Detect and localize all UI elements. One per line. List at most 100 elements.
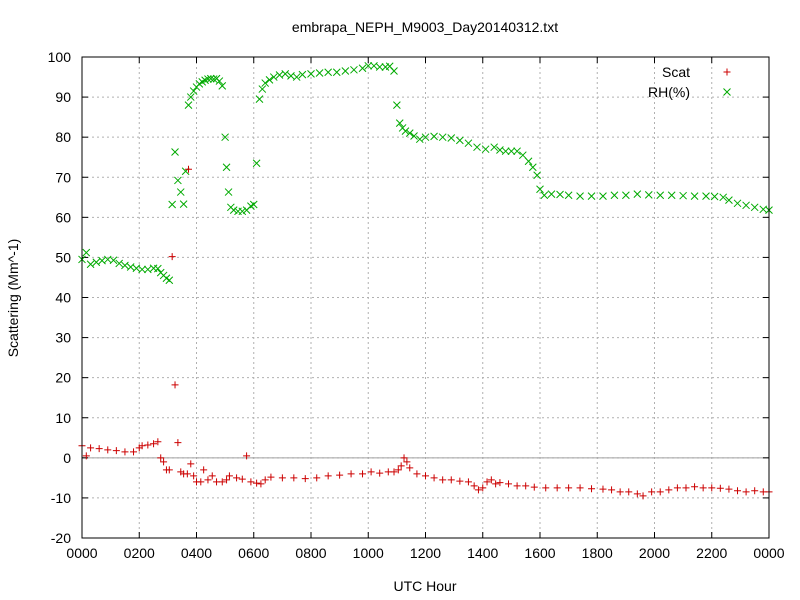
scat-point bbox=[464, 478, 472, 486]
rh-point bbox=[265, 75, 274, 84]
scat-point bbox=[406, 464, 414, 472]
y-tick-label: 70 bbox=[55, 169, 71, 185]
rh-point bbox=[224, 188, 233, 196]
x-tick-label: 0000 bbox=[66, 545, 97, 561]
rh-point bbox=[710, 192, 719, 201]
y-tick-label: 90 bbox=[55, 89, 71, 105]
rh-point bbox=[599, 192, 607, 200]
scat-point bbox=[439, 476, 447, 484]
rh-point bbox=[501, 147, 510, 156]
scat-point bbox=[223, 476, 231, 484]
rh-point bbox=[455, 136, 464, 145]
scat-point bbox=[576, 484, 584, 492]
plot-frame bbox=[81, 56, 770, 539]
scat-point bbox=[324, 472, 332, 480]
scat-point bbox=[496, 479, 504, 487]
rh-point bbox=[269, 73, 278, 81]
rh-point bbox=[249, 200, 258, 209]
scat-point bbox=[505, 480, 513, 488]
scat-point bbox=[184, 165, 192, 173]
rh-point bbox=[222, 163, 231, 172]
rh-point bbox=[507, 147, 516, 156]
x-tick-label: 0200 bbox=[124, 545, 155, 561]
rh-point bbox=[86, 260, 95, 269]
scat-point bbox=[483, 478, 491, 486]
rh-point bbox=[564, 191, 573, 200]
scat-point bbox=[513, 482, 521, 490]
scat-point bbox=[648, 488, 656, 496]
rh-point bbox=[702, 192, 710, 200]
scat-point bbox=[542, 484, 550, 492]
scat-point bbox=[725, 485, 733, 493]
scat-point bbox=[553, 484, 561, 492]
scat-point bbox=[278, 474, 286, 482]
x-axis-label: UTC Hour bbox=[393, 578, 456, 594]
legend-marker-symbol bbox=[723, 88, 731, 96]
scat-point bbox=[708, 484, 716, 492]
scat-point bbox=[200, 466, 208, 474]
rh-point bbox=[261, 79, 270, 87]
scat-point bbox=[474, 486, 482, 494]
rh-point bbox=[690, 192, 699, 200]
scat-point bbox=[233, 474, 241, 482]
legend-label-scat: Scat bbox=[662, 64, 690, 80]
rh-point bbox=[307, 69, 315, 78]
scat-point bbox=[160, 458, 168, 466]
rh-point bbox=[438, 133, 447, 142]
rh-point bbox=[576, 192, 584, 200]
scat-point bbox=[157, 454, 165, 462]
y-tick-label: 30 bbox=[55, 330, 71, 346]
scat-point bbox=[487, 476, 495, 484]
rh-point bbox=[238, 207, 247, 216]
rh-point bbox=[587, 192, 596, 200]
rh-point bbox=[405, 129, 414, 138]
rh-point bbox=[315, 69, 324, 77]
rh-point bbox=[218, 82, 227, 90]
scat-point bbox=[403, 458, 411, 466]
x-tick-label: 2000 bbox=[639, 545, 670, 561]
rh-point bbox=[447, 134, 456, 142]
rh-point bbox=[350, 65, 358, 74]
scat-point bbox=[588, 485, 596, 493]
scat-point bbox=[522, 482, 530, 490]
scat-point bbox=[673, 484, 681, 492]
scat-point bbox=[347, 470, 355, 478]
y-tick-label: -20 bbox=[51, 530, 71, 546]
scat-point bbox=[150, 440, 158, 448]
rh-point bbox=[430, 132, 438, 141]
scat-point bbox=[247, 478, 255, 486]
x-tick-label: 1000 bbox=[353, 545, 384, 561]
rh-point bbox=[415, 135, 424, 144]
rh-point bbox=[421, 133, 430, 142]
scat-point bbox=[168, 253, 176, 261]
scat-point bbox=[376, 469, 384, 477]
rh-point bbox=[358, 64, 367, 73]
scat-point bbox=[447, 476, 455, 484]
scat-point bbox=[144, 441, 152, 449]
rh-point bbox=[667, 191, 676, 200]
rh-point bbox=[186, 93, 195, 101]
scat-point bbox=[742, 488, 750, 496]
x-tick-label: 2200 bbox=[696, 545, 727, 561]
scat-point bbox=[218, 478, 226, 486]
y-tick-label: 40 bbox=[55, 290, 71, 306]
scat-point bbox=[390, 468, 398, 476]
scat-point bbox=[716, 484, 724, 492]
scat-point bbox=[225, 472, 233, 480]
rh-point bbox=[656, 191, 665, 200]
rh-point bbox=[490, 143, 499, 152]
rh-point bbox=[633, 190, 642, 198]
rh-point bbox=[481, 145, 490, 154]
scat-point bbox=[400, 454, 408, 462]
x-tick-label: 0000 bbox=[753, 545, 784, 561]
scat-point bbox=[130, 448, 138, 456]
scat-point bbox=[190, 472, 198, 480]
rh-point bbox=[184, 101, 193, 109]
scat-point bbox=[492, 480, 500, 488]
rh-point bbox=[209, 75, 218, 83]
rh-point bbox=[229, 206, 238, 214]
rh-point bbox=[733, 199, 742, 208]
rh-point bbox=[189, 87, 198, 95]
rh-point bbox=[215, 77, 224, 85]
